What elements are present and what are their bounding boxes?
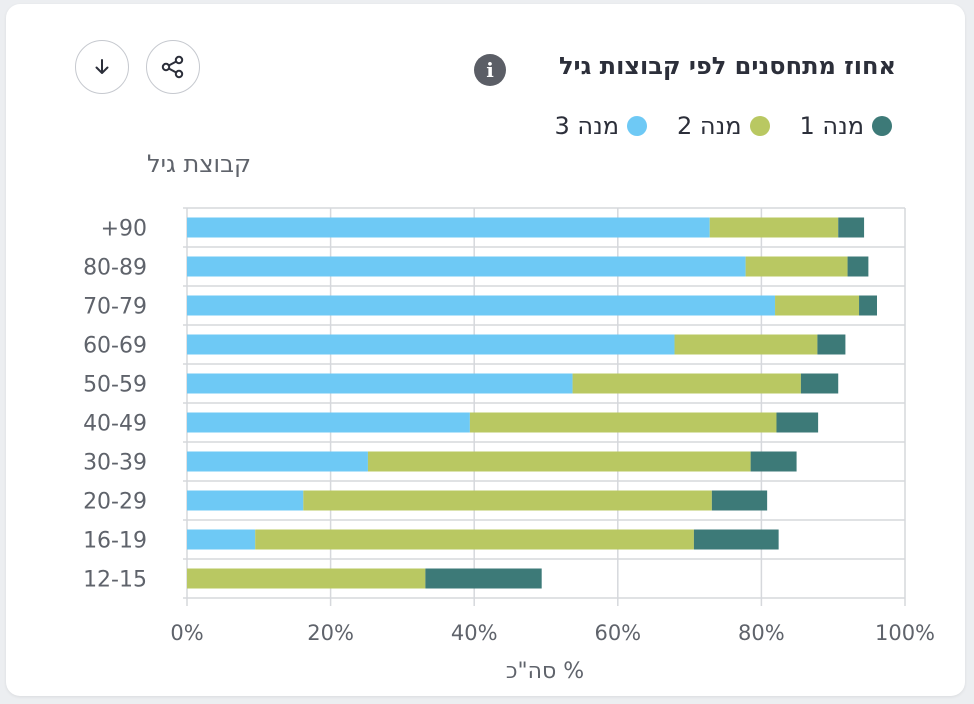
bar-segment-dose1[interactable] <box>838 217 865 238</box>
y-tick-label: 30-39 <box>83 451 147 476</box>
bar-segment-dose3[interactable] <box>187 217 710 238</box>
x-tick-label: 60% <box>594 621 641 645</box>
x-tick-label: 20% <box>307 621 354 645</box>
bar-segment-dose3[interactable] <box>187 295 776 316</box>
y-tick-label: 12-15 <box>83 568 147 593</box>
y-tick-label: 70-79 <box>83 295 147 320</box>
bar-segment-dose1[interactable] <box>800 373 839 394</box>
y-axis-title: קבוצת גיל <box>147 150 251 178</box>
share-button[interactable] <box>146 40 200 94</box>
bar-segment-dose1[interactable] <box>711 490 768 511</box>
bar-segment-dose2[interactable] <box>709 217 839 238</box>
legend-item-dose3[interactable]: מנה 3 <box>554 112 647 140</box>
legend-label-dose1: מנה 1 <box>799 112 865 140</box>
bar-segment-dose1[interactable] <box>847 256 869 277</box>
bar-segment-dose1[interactable] <box>425 568 542 589</box>
axis-labels: 0% 20% 40% 60% 80% 100% +90 80-89 70-79 60-69 50-5… <box>83 217 935 646</box>
info-icon[interactable]: i <box>474 54 506 86</box>
y-tick-label: 16-19 <box>83 529 147 554</box>
bar-segment-dose3[interactable] <box>187 334 675 355</box>
bar-segment-dose2[interactable] <box>187 568 426 589</box>
x-tick-label: 40% <box>451 621 498 645</box>
y-tick-label: 60-69 <box>83 334 147 359</box>
bar-segment-dose1[interactable] <box>693 529 779 550</box>
y-tick-label: 50-59 <box>83 373 147 398</box>
bar-segment-dose2[interactable] <box>572 373 801 394</box>
legend-dot-dose3 <box>627 116 647 136</box>
x-tick-label: 0% <box>170 621 203 645</box>
x-axis-title: % סה"כ <box>506 659 584 684</box>
bar-segment-dose1[interactable] <box>750 451 797 472</box>
bar-segment-dose2[interactable] <box>303 490 712 511</box>
bar-segment-dose1[interactable] <box>776 412 819 433</box>
chart-legend: מנה 1 מנה 2 מנה 3 <box>554 112 892 140</box>
chart-title: אחוז מתחסנים לפי קבוצות גיל <box>559 52 896 80</box>
bar-segment-dose1[interactable] <box>817 334 846 355</box>
legend-label-dose3: מנה 3 <box>554 112 620 140</box>
bar-segment-dose3[interactable] <box>187 412 470 433</box>
bar-segment-dose2[interactable] <box>745 256 848 277</box>
bar-segment-dose2[interactable] <box>255 529 694 550</box>
legend-item-dose2[interactable]: מנה 2 <box>677 112 770 140</box>
share-icon <box>161 55 184 79</box>
bar-segment-dose1[interactable] <box>859 295 877 316</box>
y-tick-label: 80-89 <box>83 256 147 281</box>
bars <box>187 217 877 589</box>
bar-segment-dose2[interactable] <box>469 412 777 433</box>
x-tick-label: 100% <box>875 621 935 645</box>
bar-segment-dose3[interactable] <box>187 256 746 277</box>
bar-segment-dose3[interactable] <box>187 373 573 394</box>
bar-segment-dose3[interactable] <box>187 451 368 472</box>
legend-item-dose1[interactable]: מנה 1 <box>799 112 892 140</box>
legend-label-dose2: מנה 2 <box>677 112 742 140</box>
bar-segment-dose2[interactable] <box>367 451 751 472</box>
legend-dot-dose1 <box>872 116 892 136</box>
bar-segment-dose3[interactable] <box>187 529 256 550</box>
download-button[interactable] <box>75 40 129 94</box>
bar-segment-dose2[interactable] <box>775 295 860 316</box>
y-tick-label: 40-49 <box>83 412 147 437</box>
bar-segment-dose2[interactable] <box>674 334 818 355</box>
download-arrow-icon <box>95 59 109 74</box>
y-tick-label: 20-29 <box>83 490 147 515</box>
legend-dot-dose2 <box>749 116 770 136</box>
bar-segment-dose3[interactable] <box>187 490 304 511</box>
y-tick-label: +90 <box>101 217 147 242</box>
x-tick-label: 80% <box>738 621 785 645</box>
